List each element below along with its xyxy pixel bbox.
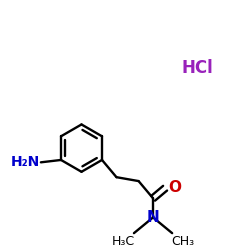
Text: N: N	[147, 210, 160, 225]
Text: O: O	[168, 180, 181, 194]
Text: CH₃: CH₃	[172, 235, 194, 248]
Text: H₂N: H₂N	[10, 155, 40, 169]
Text: HCl: HCl	[182, 59, 213, 77]
Text: H₃C: H₃C	[112, 235, 135, 248]
